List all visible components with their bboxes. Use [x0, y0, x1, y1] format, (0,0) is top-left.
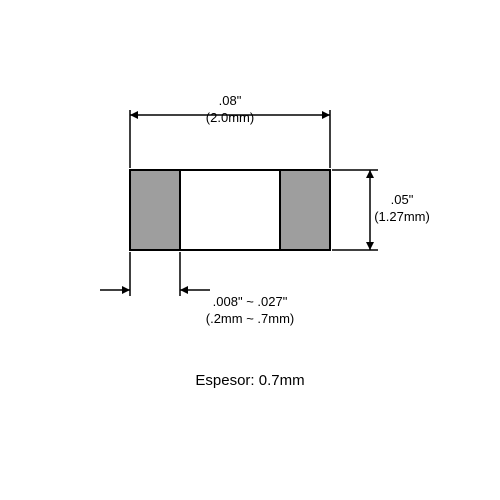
- thickness-caption: Espesor: 0.7mm: [195, 372, 304, 389]
- chip-component: [130, 170, 330, 250]
- chip-terminal-left: [130, 170, 180, 250]
- terminal-label-mm: (.2mm ~ .7mm): [206, 311, 294, 326]
- dimension-terminal: .008" ~ .027" (.2mm ~ .7mm): [100, 252, 294, 326]
- width-label-in: .08": [219, 93, 242, 108]
- dimension-drawing: .08" (2.0mm) .05" (1.27mm) .008" ~ .027" (.2m…: [0, 0, 500, 500]
- height-label-mm: (1.27mm): [374, 209, 430, 224]
- dimension-height: .05" (1.27mm): [332, 170, 430, 250]
- width-label-mm: (2.0mm): [206, 110, 254, 125]
- height-label-in: .05": [391, 192, 414, 207]
- chip-terminal-right: [280, 170, 330, 250]
- dimension-width: .08" (2.0mm): [130, 93, 330, 168]
- terminal-label-in: .008" ~ .027": [213, 294, 288, 309]
